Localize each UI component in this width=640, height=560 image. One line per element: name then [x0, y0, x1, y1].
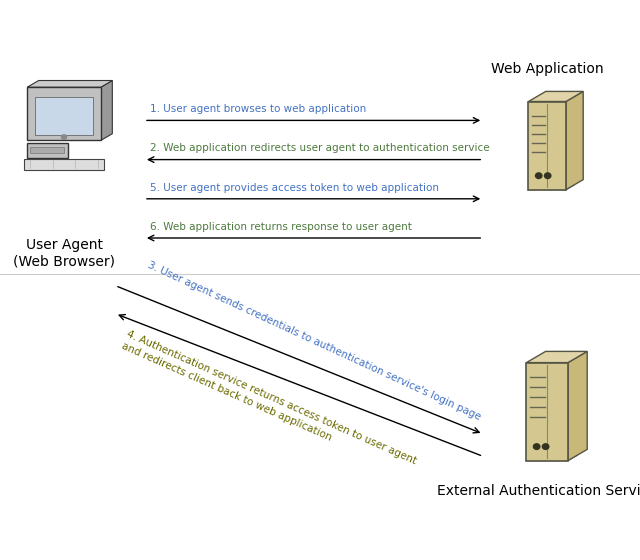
FancyBboxPatch shape	[24, 158, 104, 170]
Circle shape	[61, 135, 67, 139]
Text: User Agent
(Web Browser): User Agent (Web Browser)	[13, 238, 115, 268]
Polygon shape	[529, 185, 575, 190]
Circle shape	[533, 444, 540, 449]
FancyBboxPatch shape	[35, 97, 93, 135]
FancyBboxPatch shape	[28, 143, 68, 157]
Text: 5. User agent provides access token to web application: 5. User agent provides access token to w…	[150, 183, 440, 193]
Text: 3. User agent sends credentials to authentication service's login page: 3. User agent sends credentials to authe…	[146, 260, 483, 422]
Circle shape	[543, 444, 549, 449]
FancyBboxPatch shape	[526, 363, 568, 460]
Circle shape	[545, 173, 551, 179]
FancyBboxPatch shape	[31, 147, 65, 152]
Circle shape	[536, 173, 542, 179]
Polygon shape	[526, 352, 588, 363]
Polygon shape	[101, 81, 113, 141]
Polygon shape	[28, 81, 113, 87]
Polygon shape	[568, 352, 588, 460]
Polygon shape	[529, 91, 583, 101]
Text: Web Application: Web Application	[491, 62, 604, 76]
Polygon shape	[526, 455, 578, 460]
FancyBboxPatch shape	[28, 87, 101, 141]
Text: 2. Web application redirects user agent to authentication service: 2. Web application redirects user agent …	[150, 143, 490, 153]
Text: 4. Authentication service returns access token to user agent
and redirects clien: 4. Authentication service returns access…	[120, 329, 418, 478]
Text: External Authentication Service: External Authentication Service	[437, 484, 640, 498]
Text: 6. Web application returns response to user agent: 6. Web application returns response to u…	[150, 222, 412, 232]
Polygon shape	[566, 91, 583, 190]
Text: 1. User agent browses to web application: 1. User agent browses to web application	[150, 104, 367, 114]
FancyBboxPatch shape	[529, 101, 566, 190]
